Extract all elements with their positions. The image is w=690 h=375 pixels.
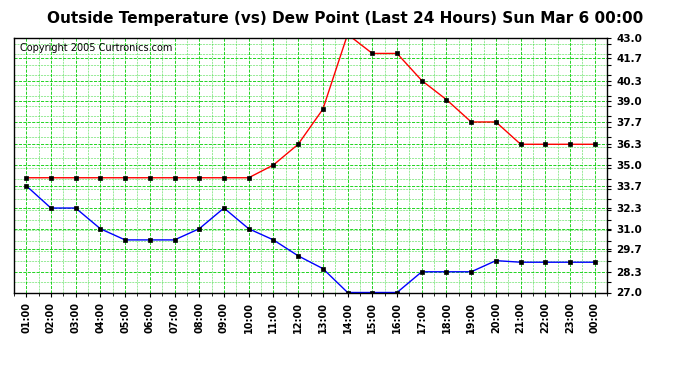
Text: Copyright 2005 Curtronics.com: Copyright 2005 Curtronics.com	[20, 43, 172, 52]
Text: Outside Temperature (vs) Dew Point (Last 24 Hours) Sun Mar 6 00:00: Outside Temperature (vs) Dew Point (Last…	[47, 11, 643, 26]
